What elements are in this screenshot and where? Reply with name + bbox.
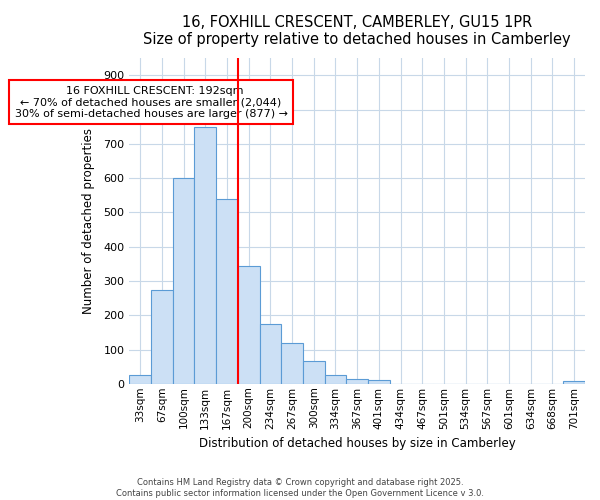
Bar bbox=[368, 380, 390, 384]
Bar bbox=[563, 381, 585, 384]
Y-axis label: Number of detached properties: Number of detached properties bbox=[82, 128, 95, 314]
Bar bbox=[260, 324, 281, 384]
Bar bbox=[281, 342, 303, 384]
Bar bbox=[173, 178, 194, 384]
Bar bbox=[346, 378, 368, 384]
Bar bbox=[303, 362, 325, 384]
X-axis label: Distribution of detached houses by size in Camberley: Distribution of detached houses by size … bbox=[199, 437, 515, 450]
Bar bbox=[238, 266, 260, 384]
Bar bbox=[130, 375, 151, 384]
Bar bbox=[325, 375, 346, 384]
Bar bbox=[151, 290, 173, 384]
Text: Contains HM Land Registry data © Crown copyright and database right 2025.
Contai: Contains HM Land Registry data © Crown c… bbox=[116, 478, 484, 498]
Text: 16 FOXHILL CRESCENT: 192sqm
← 70% of detached houses are smaller (2,044)
30% of : 16 FOXHILL CRESCENT: 192sqm ← 70% of det… bbox=[14, 86, 287, 119]
Bar bbox=[194, 127, 216, 384]
Bar bbox=[216, 199, 238, 384]
Title: 16, FOXHILL CRESCENT, CAMBERLEY, GU15 1PR
Size of property relative to detached : 16, FOXHILL CRESCENT, CAMBERLEY, GU15 1P… bbox=[143, 15, 571, 48]
